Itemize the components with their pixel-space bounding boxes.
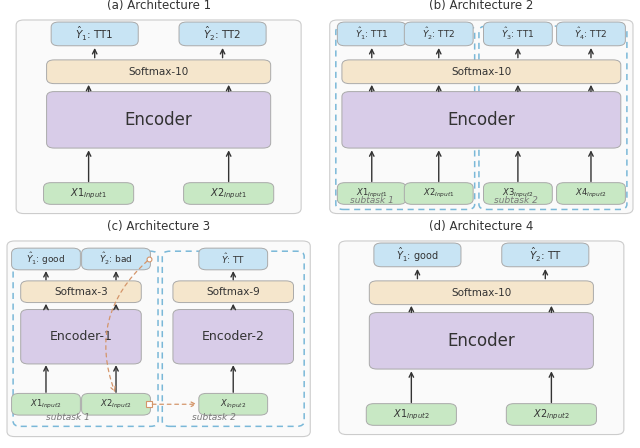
FancyBboxPatch shape	[502, 243, 589, 267]
FancyBboxPatch shape	[184, 183, 274, 204]
FancyBboxPatch shape	[20, 310, 141, 364]
Text: Softmax-10: Softmax-10	[129, 67, 189, 77]
FancyBboxPatch shape	[16, 20, 301, 214]
FancyBboxPatch shape	[404, 183, 473, 204]
FancyBboxPatch shape	[337, 183, 406, 204]
Text: $X2_{\mathit{Input2}}$: $X2_{\mathit{Input2}}$	[533, 407, 570, 422]
FancyBboxPatch shape	[330, 20, 633, 214]
FancyBboxPatch shape	[342, 91, 621, 148]
Text: $X_{\mathit{Input2}}$: $X_{\mathit{Input2}}$	[220, 398, 246, 411]
FancyBboxPatch shape	[12, 248, 81, 270]
FancyBboxPatch shape	[557, 22, 625, 46]
FancyBboxPatch shape	[483, 183, 552, 204]
Text: $X2_{\mathit{Input1}}$: $X2_{\mathit{Input1}}$	[423, 187, 454, 200]
Title: (a) Architecture 1: (a) Architecture 1	[107, 0, 211, 12]
FancyBboxPatch shape	[82, 248, 150, 270]
Text: Encoder: Encoder	[447, 332, 515, 350]
Text: $\hat{Y}_2$: TT2: $\hat{Y}_2$: TT2	[204, 25, 242, 43]
FancyBboxPatch shape	[173, 281, 294, 302]
FancyBboxPatch shape	[342, 60, 621, 84]
FancyBboxPatch shape	[47, 91, 271, 148]
Title: (d) Architecture 4: (d) Architecture 4	[429, 220, 534, 233]
Text: $\hat{Y}$: TT: $\hat{Y}$: TT	[221, 252, 245, 266]
FancyBboxPatch shape	[369, 281, 593, 305]
Text: Encoder-2: Encoder-2	[202, 330, 265, 343]
Text: subtask 2: subtask 2	[192, 413, 236, 422]
Text: $\hat{Y}_1$: good: $\hat{Y}_1$: good	[396, 246, 438, 264]
FancyBboxPatch shape	[173, 310, 294, 364]
FancyBboxPatch shape	[404, 22, 473, 46]
Text: subtask 2: subtask 2	[493, 196, 538, 205]
FancyBboxPatch shape	[506, 404, 596, 425]
Text: $X2_{\mathit{Input1}}$: $X2_{\mathit{Input1}}$	[211, 186, 247, 201]
FancyBboxPatch shape	[20, 281, 141, 302]
Text: $\hat{Y}_1$: TT1: $\hat{Y}_1$: TT1	[355, 26, 388, 42]
FancyBboxPatch shape	[179, 22, 266, 46]
FancyBboxPatch shape	[483, 22, 552, 46]
FancyArrowPatch shape	[106, 261, 147, 391]
FancyBboxPatch shape	[51, 22, 138, 46]
Text: $\hat{Y}_3$: TT1: $\hat{Y}_3$: TT1	[501, 26, 535, 42]
FancyBboxPatch shape	[82, 393, 150, 415]
Text: $X1_{\mathit{Input1}}$: $X1_{\mathit{Input1}}$	[356, 187, 388, 200]
FancyBboxPatch shape	[44, 183, 134, 204]
Text: subtask 1: subtask 1	[46, 413, 90, 422]
Text: $X3_{\mathit{Input2}}$: $X3_{\mathit{Input2}}$	[502, 187, 534, 200]
Text: $X4_{\mathit{Input2}}$: $X4_{\mathit{Input2}}$	[575, 187, 607, 200]
Text: Softmax-10: Softmax-10	[451, 67, 511, 77]
FancyBboxPatch shape	[7, 241, 310, 437]
Text: Encoder-1: Encoder-1	[49, 330, 113, 343]
Text: $\hat{Y}_2$: TT: $\hat{Y}_2$: TT	[529, 246, 562, 264]
Text: Softmax-3: Softmax-3	[54, 287, 108, 297]
FancyBboxPatch shape	[337, 22, 406, 46]
Text: $X1_{\mathit{Input2}}$: $X1_{\mathit{Input2}}$	[30, 398, 62, 411]
Text: $X2_{\mathit{Input2}}$: $X2_{\mathit{Input2}}$	[100, 398, 132, 411]
FancyBboxPatch shape	[47, 60, 271, 84]
Text: $\hat{Y}_1$: good: $\hat{Y}_1$: good	[26, 251, 66, 267]
Text: Softmax-10: Softmax-10	[451, 288, 511, 298]
Title: (c) Architecture 3: (c) Architecture 3	[107, 220, 210, 233]
Text: $X1_{\mathit{Input1}}$: $X1_{\mathit{Input1}}$	[70, 186, 107, 201]
Text: $\hat{Y}_4$: TT2: $\hat{Y}_4$: TT2	[574, 26, 608, 42]
Text: $X1_{\mathit{Input2}}$: $X1_{\mathit{Input2}}$	[393, 407, 429, 422]
FancyBboxPatch shape	[374, 243, 461, 267]
Title: (b) Architecture 2: (b) Architecture 2	[429, 0, 534, 12]
FancyBboxPatch shape	[199, 393, 268, 415]
FancyBboxPatch shape	[199, 248, 268, 270]
FancyBboxPatch shape	[369, 313, 593, 369]
Text: Encoder: Encoder	[125, 111, 193, 129]
FancyBboxPatch shape	[557, 183, 625, 204]
FancyBboxPatch shape	[366, 404, 456, 425]
Text: $\hat{Y}_1$: TT1: $\hat{Y}_1$: TT1	[76, 25, 114, 43]
Text: $\hat{Y}_2$: TT2: $\hat{Y}_2$: TT2	[422, 26, 456, 42]
Text: Encoder: Encoder	[447, 111, 515, 129]
FancyBboxPatch shape	[339, 241, 624, 435]
Text: subtask 1: subtask 1	[351, 196, 394, 205]
Text: $\hat{Y}_2$: bad: $\hat{Y}_2$: bad	[99, 251, 133, 267]
Text: Softmax-9: Softmax-9	[206, 287, 260, 297]
FancyBboxPatch shape	[12, 393, 81, 415]
